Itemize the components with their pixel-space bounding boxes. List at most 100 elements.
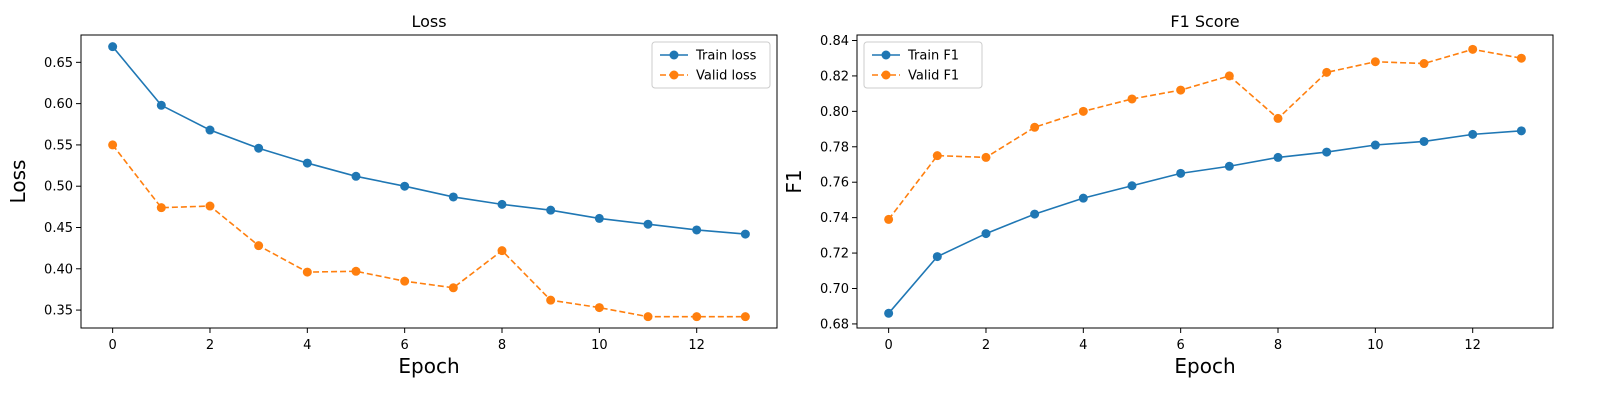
y-tick-label: 0.84 — [820, 34, 849, 49]
x-tick-label: 6 — [1177, 338, 1185, 353]
x-axis-label: Epoch — [1174, 354, 1235, 378]
data-point — [546, 205, 556, 215]
y-tick-label: 0.55 — [44, 138, 73, 153]
data-point — [1419, 136, 1429, 146]
data-point — [156, 203, 166, 213]
loss-chart: 0 2 4 6 8 10 12 0.35 0.40 0.45 0.50 0.55 0.60 0.65 Los… — [6, 12, 778, 378]
data-point — [884, 308, 894, 318]
x-tick-label: 6 — [401, 338, 409, 353]
data-point — [1370, 140, 1380, 150]
data-point — [1516, 126, 1526, 136]
x-tick-label: 8 — [1274, 338, 1282, 353]
series-line — [888, 130, 1522, 314]
data-point — [1127, 181, 1137, 191]
x-tick-label: 4 — [303, 338, 311, 353]
chart-title: F1 Score — [1170, 12, 1239, 31]
data-point — [932, 151, 942, 161]
data-point — [1322, 147, 1332, 157]
plot-frame — [80, 34, 778, 329]
data-point — [643, 312, 653, 322]
data-point — [205, 201, 215, 211]
x-tick-label: 2 — [206, 338, 214, 353]
series-line — [888, 48, 1522, 220]
data-point — [740, 312, 750, 322]
data-point — [351, 171, 361, 181]
data-point — [205, 125, 215, 135]
series-1 — [884, 44, 1526, 224]
y-tick-label: 0.40 — [44, 262, 73, 277]
data-point — [546, 295, 556, 305]
data-point — [692, 225, 702, 235]
y-tick-label: 0.78 — [820, 140, 849, 155]
series-1 — [108, 140, 750, 322]
data-point — [1127, 94, 1137, 104]
data-point — [1273, 113, 1283, 123]
data-point — [1224, 161, 1234, 171]
x-tick-label: 0 — [884, 338, 892, 353]
data-point — [1322, 67, 1332, 77]
legend: Train F1 Valid F1 — [863, 41, 983, 89]
data-point — [448, 192, 458, 202]
y-tick-label: 0.74 — [820, 211, 849, 226]
y-tick-label: 0.60 — [44, 97, 73, 112]
data-point — [1176, 168, 1186, 178]
y-tick-label: 0.76 — [820, 176, 849, 191]
data-point — [1078, 106, 1088, 116]
x-tick-label: 8 — [498, 338, 506, 353]
data-point — [1078, 193, 1088, 203]
x-tick-label: 10 — [591, 338, 608, 353]
data-point — [400, 276, 410, 286]
x-tick-label: 4 — [1079, 338, 1087, 353]
y-tick-label: 0.70 — [820, 282, 849, 297]
data-point — [1468, 44, 1478, 54]
legend-marker — [669, 70, 679, 80]
data-point — [1468, 129, 1478, 139]
data-point — [448, 283, 458, 293]
series-0 — [108, 42, 750, 239]
data-point — [400, 181, 410, 191]
data-point — [497, 199, 507, 209]
series-0 — [884, 126, 1526, 318]
data-point — [351, 266, 361, 276]
x-axis-label: Epoch — [398, 354, 459, 378]
y-tick-label: 0.82 — [820, 69, 849, 84]
legend: Train loss Valid loss — [651, 41, 771, 89]
data-point — [108, 42, 118, 52]
data-point — [594, 213, 604, 223]
legend-box — [651, 41, 771, 89]
data-point — [254, 143, 264, 153]
data-point — [302, 267, 312, 277]
legend-marker — [881, 70, 891, 80]
y-tick-label: 0.68 — [820, 317, 849, 332]
y-tick-label: 0.72 — [820, 247, 849, 262]
data-point — [1273, 152, 1283, 162]
x-tick-label: 0 — [108, 338, 116, 353]
data-point — [594, 303, 604, 313]
data-point — [254, 241, 264, 251]
data-point — [1419, 59, 1429, 69]
legend-marker — [669, 50, 679, 60]
data-point — [1176, 85, 1186, 95]
data-point — [108, 140, 118, 150]
data-point — [981, 229, 991, 239]
data-point — [1030, 209, 1040, 219]
x-tick-label: 12 — [688, 338, 705, 353]
data-point — [156, 100, 166, 110]
y-tick-label: 0.65 — [44, 56, 73, 71]
data-point — [692, 312, 702, 322]
legend-label: Train loss — [695, 49, 757, 64]
data-point — [1516, 53, 1526, 63]
data-point — [740, 229, 750, 239]
legend-label: Valid loss — [696, 69, 757, 84]
f1-chart: 0 2 4 6 8 10 12 0.68 0.70 0.72 0.74 0.76 0.78 0.80 0.8… — [782, 12, 1554, 378]
y-tick-label: 0.50 — [44, 180, 73, 195]
data-point — [643, 219, 653, 229]
legend-marker — [881, 50, 891, 60]
data-point — [302, 158, 312, 168]
data-point — [1370, 57, 1380, 67]
data-point — [1224, 71, 1234, 81]
y-axis-label: Loss — [6, 160, 30, 204]
legend-label: Valid F1 — [908, 69, 959, 84]
chart-title: Loss — [411, 12, 446, 31]
